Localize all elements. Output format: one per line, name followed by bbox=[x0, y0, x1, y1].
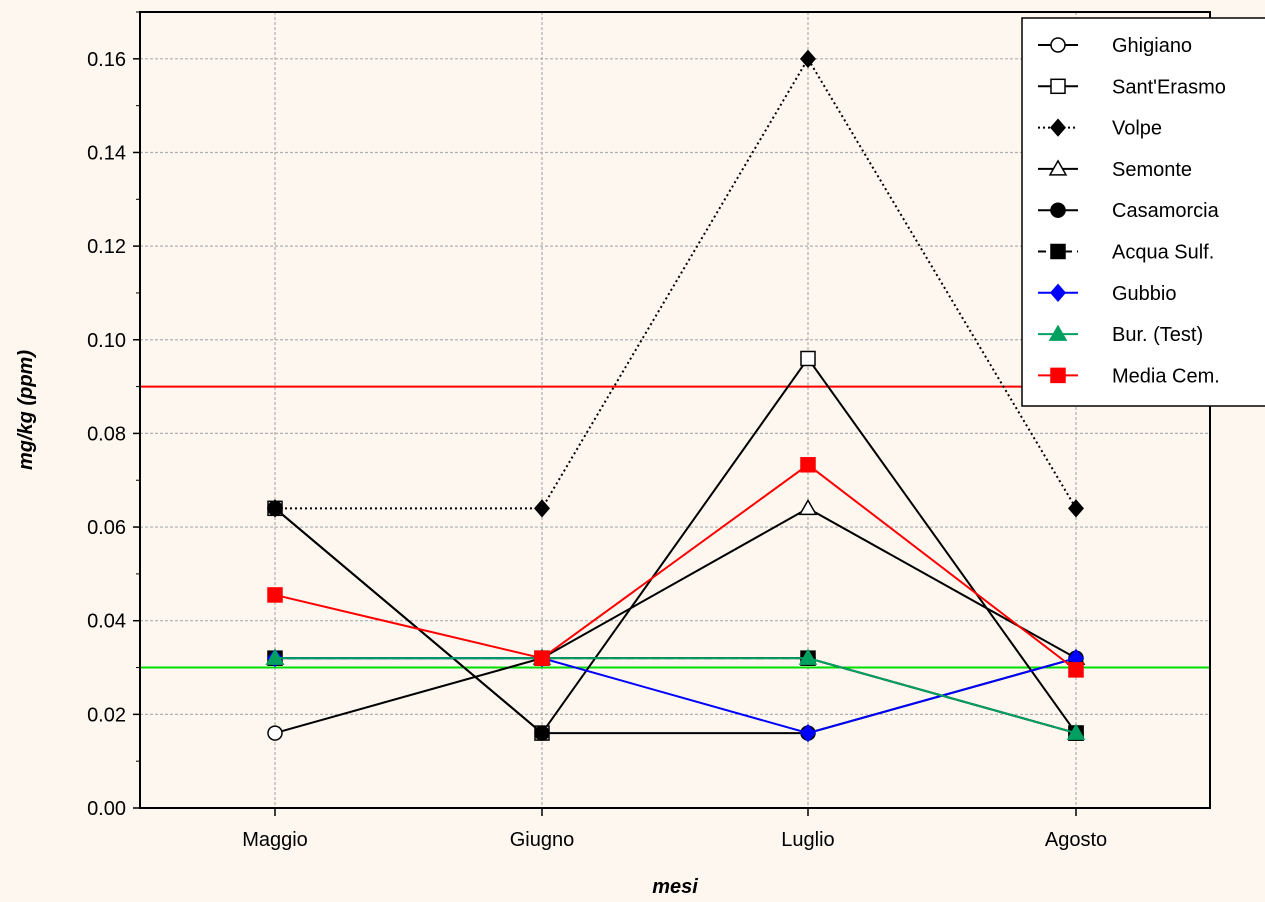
legend-item: Semonte bbox=[1038, 159, 1192, 181]
legend-item: Bur. (Test) bbox=[1038, 324, 1203, 346]
legend-label: Volpe bbox=[1112, 118, 1162, 140]
legend-item: Volpe bbox=[1038, 118, 1162, 140]
legend-swatch-marker bbox=[1050, 37, 1066, 53]
legend-label: Gubbio bbox=[1112, 283, 1177, 305]
y-tick-label: 0.00 bbox=[87, 798, 126, 820]
legend-item: Ghigiano bbox=[1038, 35, 1192, 57]
legend-label: Media Cem. bbox=[1112, 365, 1220, 387]
legend-label: Acqua Sulf. bbox=[1112, 242, 1214, 264]
legend-swatch-marker bbox=[1050, 78, 1066, 95]
x-axis: Maggio Giugno Luglio Agosto bbox=[242, 808, 1107, 851]
series-volpe bbox=[267, 49, 1084, 518]
data-point bbox=[267, 500, 283, 517]
data-point bbox=[1068, 499, 1084, 518]
y-axis: 0.00 0.02 0.04 0.06 0.08 0.10 0.12 0.14 0.16 bbox=[87, 11, 140, 820]
plot-frame bbox=[139, 11, 1211, 809]
legend-swatch-marker bbox=[1050, 118, 1066, 137]
data-point bbox=[265, 648, 285, 665]
data-point bbox=[267, 587, 283, 603]
y-tick-label: 0.04 bbox=[87, 611, 126, 633]
legend-label: Casamorcia bbox=[1112, 200, 1220, 222]
x-axis-title: mesi bbox=[652, 876, 698, 898]
y-tick-label: 0.14 bbox=[87, 142, 126, 164]
series-line bbox=[274, 463, 1077, 671]
legend-swatch-marker bbox=[1050, 367, 1066, 384]
legend-label: Bur. (Test) bbox=[1112, 324, 1203, 346]
y-tick-label: 0.16 bbox=[87, 49, 126, 71]
legend-swatch-marker bbox=[1048, 159, 1068, 176]
data-point bbox=[267, 725, 283, 741]
series-line bbox=[275, 657, 1077, 735]
legend-item: Acqua Sulf. bbox=[1038, 242, 1214, 264]
series-bur-test- bbox=[265, 648, 1086, 740]
series-gubbio bbox=[267, 649, 1084, 743]
data-point bbox=[534, 650, 550, 666]
data-point bbox=[800, 350, 816, 367]
series-line bbox=[275, 56, 1077, 510]
data-point bbox=[798, 498, 818, 516]
data-point bbox=[800, 49, 816, 68]
series-line bbox=[274, 356, 1077, 735]
legend-item: Sant'Erasmo bbox=[1038, 76, 1226, 98]
data-point bbox=[1066, 723, 1086, 740]
x-tick-label: Agosto bbox=[1045, 829, 1107, 851]
legend-swatch-marker bbox=[1048, 324, 1068, 341]
legend-item: Media Cem. bbox=[1038, 365, 1220, 387]
y-tick-label: 0.10 bbox=[87, 330, 126, 352]
legend: Ghigiano Sant'Erasmo Volpe Semonte Casamorci… bbox=[1021, 17, 1265, 407]
y-axis-title: mg/kg (ppm) bbox=[15, 350, 37, 470]
series-line bbox=[275, 507, 1077, 660]
legend-label: Ghigiano bbox=[1112, 35, 1192, 57]
data-point bbox=[1068, 662, 1084, 678]
x-tick-label: Luglio bbox=[781, 829, 834, 851]
series-line bbox=[275, 657, 1077, 735]
legend-swatch-marker bbox=[1050, 283, 1066, 302]
data-point bbox=[534, 499, 550, 518]
series-group bbox=[265, 49, 1086, 743]
y-tick-label: 0.06 bbox=[87, 517, 126, 539]
legend-swatch-marker bbox=[1050, 243, 1066, 260]
data-point bbox=[800, 457, 816, 473]
legend-label: Semonte bbox=[1112, 159, 1192, 181]
y-tick-label: 0.02 bbox=[87, 704, 126, 726]
series-sant-erasmo bbox=[267, 350, 1084, 741]
legend-label: Sant'Erasmo bbox=[1112, 76, 1226, 98]
legend-item: Gubbio bbox=[1038, 283, 1177, 305]
y-tick-label: 0.12 bbox=[87, 236, 126, 258]
legend-item: Casamorcia bbox=[1038, 200, 1220, 222]
x-tick-label: Giugno bbox=[510, 829, 575, 851]
series-media-cem- bbox=[267, 457, 1084, 678]
y-tick-label: 0.08 bbox=[87, 423, 126, 445]
data-point bbox=[798, 648, 818, 665]
legend-swatch-marker bbox=[1050, 202, 1066, 218]
data-point bbox=[534, 725, 550, 741]
data-point bbox=[800, 723, 816, 743]
x-tick-label: Maggio bbox=[242, 829, 308, 851]
